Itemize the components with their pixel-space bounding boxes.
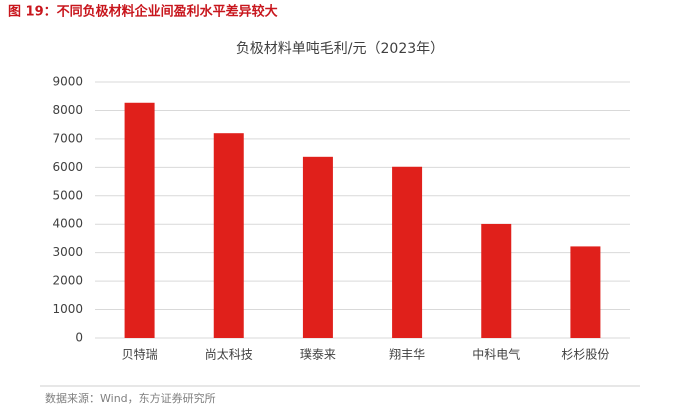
y-tick-label: 2000 [52,274,83,288]
y-tick-label: 1000 [52,302,83,316]
chart-title: 负极材料单吨毛利/元（2023年） [236,41,444,57]
y-tick-label: 5000 [52,188,83,202]
bar [392,166,423,338]
bar [481,223,512,338]
y-tick-label: 8000 [52,103,83,117]
y-tick-label: 0 [75,331,83,345]
y-tick-label: 3000 [52,245,83,259]
x-tick-label: 翔丰华 [389,348,425,362]
x-tick-label: 贝特瑞 [122,347,158,362]
x-tick-label: 杉杉股份 [561,348,609,362]
x-tick-label: 璞泰来 [300,348,336,362]
bar [570,246,601,338]
bar [213,133,244,338]
y-tick-label: 6000 [52,160,83,174]
bar [302,156,333,338]
source-note: 数据来源：Wind，东方证券研究所 [45,391,216,405]
y-tick-label: 7000 [52,131,83,145]
bar [124,102,155,339]
x-tick-label: 中科电气 [472,347,520,362]
y-tick-label: 4000 [52,217,83,231]
x-tick-label: 尚太科技 [205,347,253,362]
figure-caption: 图 19：不同负极材料企业间盈利水平差异较大 [8,4,278,20]
y-tick-label: 9000 [52,75,83,89]
